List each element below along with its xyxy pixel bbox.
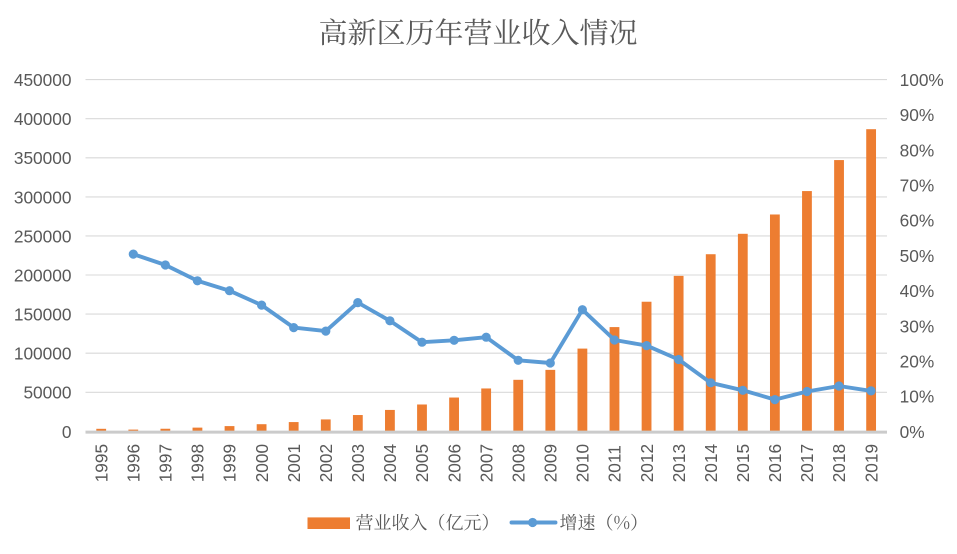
- svg-text:2008: 2008: [508, 444, 528, 482]
- svg-text:2007: 2007: [476, 444, 496, 482]
- svg-text:200000: 200000: [14, 265, 72, 285]
- svg-text:60%: 60%: [900, 211, 935, 231]
- svg-text:2004: 2004: [380, 443, 400, 482]
- svg-text:2001: 2001: [284, 444, 304, 482]
- svg-text:70%: 70%: [900, 176, 935, 196]
- svg-text:2000: 2000: [252, 444, 272, 482]
- svg-text:100000: 100000: [14, 344, 72, 364]
- svg-text:2003: 2003: [348, 444, 368, 482]
- svg-text:90%: 90%: [900, 105, 935, 125]
- svg-text:2006: 2006: [444, 444, 464, 482]
- svg-text:40%: 40%: [900, 281, 935, 301]
- svg-text:2016: 2016: [765, 444, 785, 482]
- svg-text:2012: 2012: [637, 444, 657, 482]
- svg-text:1999: 1999: [220, 444, 240, 482]
- svg-text:2005: 2005: [412, 444, 432, 482]
- svg-text:20%: 20%: [900, 351, 935, 371]
- svg-text:100%: 100%: [900, 70, 944, 90]
- svg-text:400000: 400000: [14, 109, 72, 129]
- svg-text:1998: 1998: [188, 444, 208, 482]
- svg-text:2018: 2018: [829, 444, 849, 482]
- svg-text:50%: 50%: [900, 246, 935, 266]
- svg-text:2019: 2019: [861, 444, 881, 482]
- svg-text:2011: 2011: [605, 445, 625, 482]
- svg-text:0: 0: [62, 422, 72, 442]
- svg-text:30%: 30%: [900, 316, 935, 336]
- svg-text:150000: 150000: [14, 305, 72, 325]
- svg-text:2014: 2014: [701, 443, 721, 482]
- svg-text:1995: 1995: [91, 444, 111, 482]
- svg-text:250000: 250000: [14, 226, 72, 246]
- svg-text:450000: 450000: [14, 70, 72, 90]
- svg-text:50000: 50000: [23, 383, 71, 403]
- svg-text:0%: 0%: [900, 422, 925, 442]
- svg-text:2010: 2010: [573, 444, 593, 482]
- svg-text:2013: 2013: [669, 444, 689, 482]
- svg-text:2017: 2017: [797, 444, 817, 482]
- svg-text:1997: 1997: [156, 444, 176, 482]
- svg-text:300000: 300000: [14, 187, 72, 207]
- svg-text:2009: 2009: [541, 444, 561, 482]
- svg-text:10%: 10%: [900, 387, 935, 407]
- svg-text:80%: 80%: [900, 140, 935, 160]
- svg-text:350000: 350000: [14, 148, 72, 168]
- svg-text:2002: 2002: [316, 444, 336, 482]
- svg-text:1996: 1996: [124, 444, 144, 482]
- svg-text:2015: 2015: [733, 444, 753, 482]
